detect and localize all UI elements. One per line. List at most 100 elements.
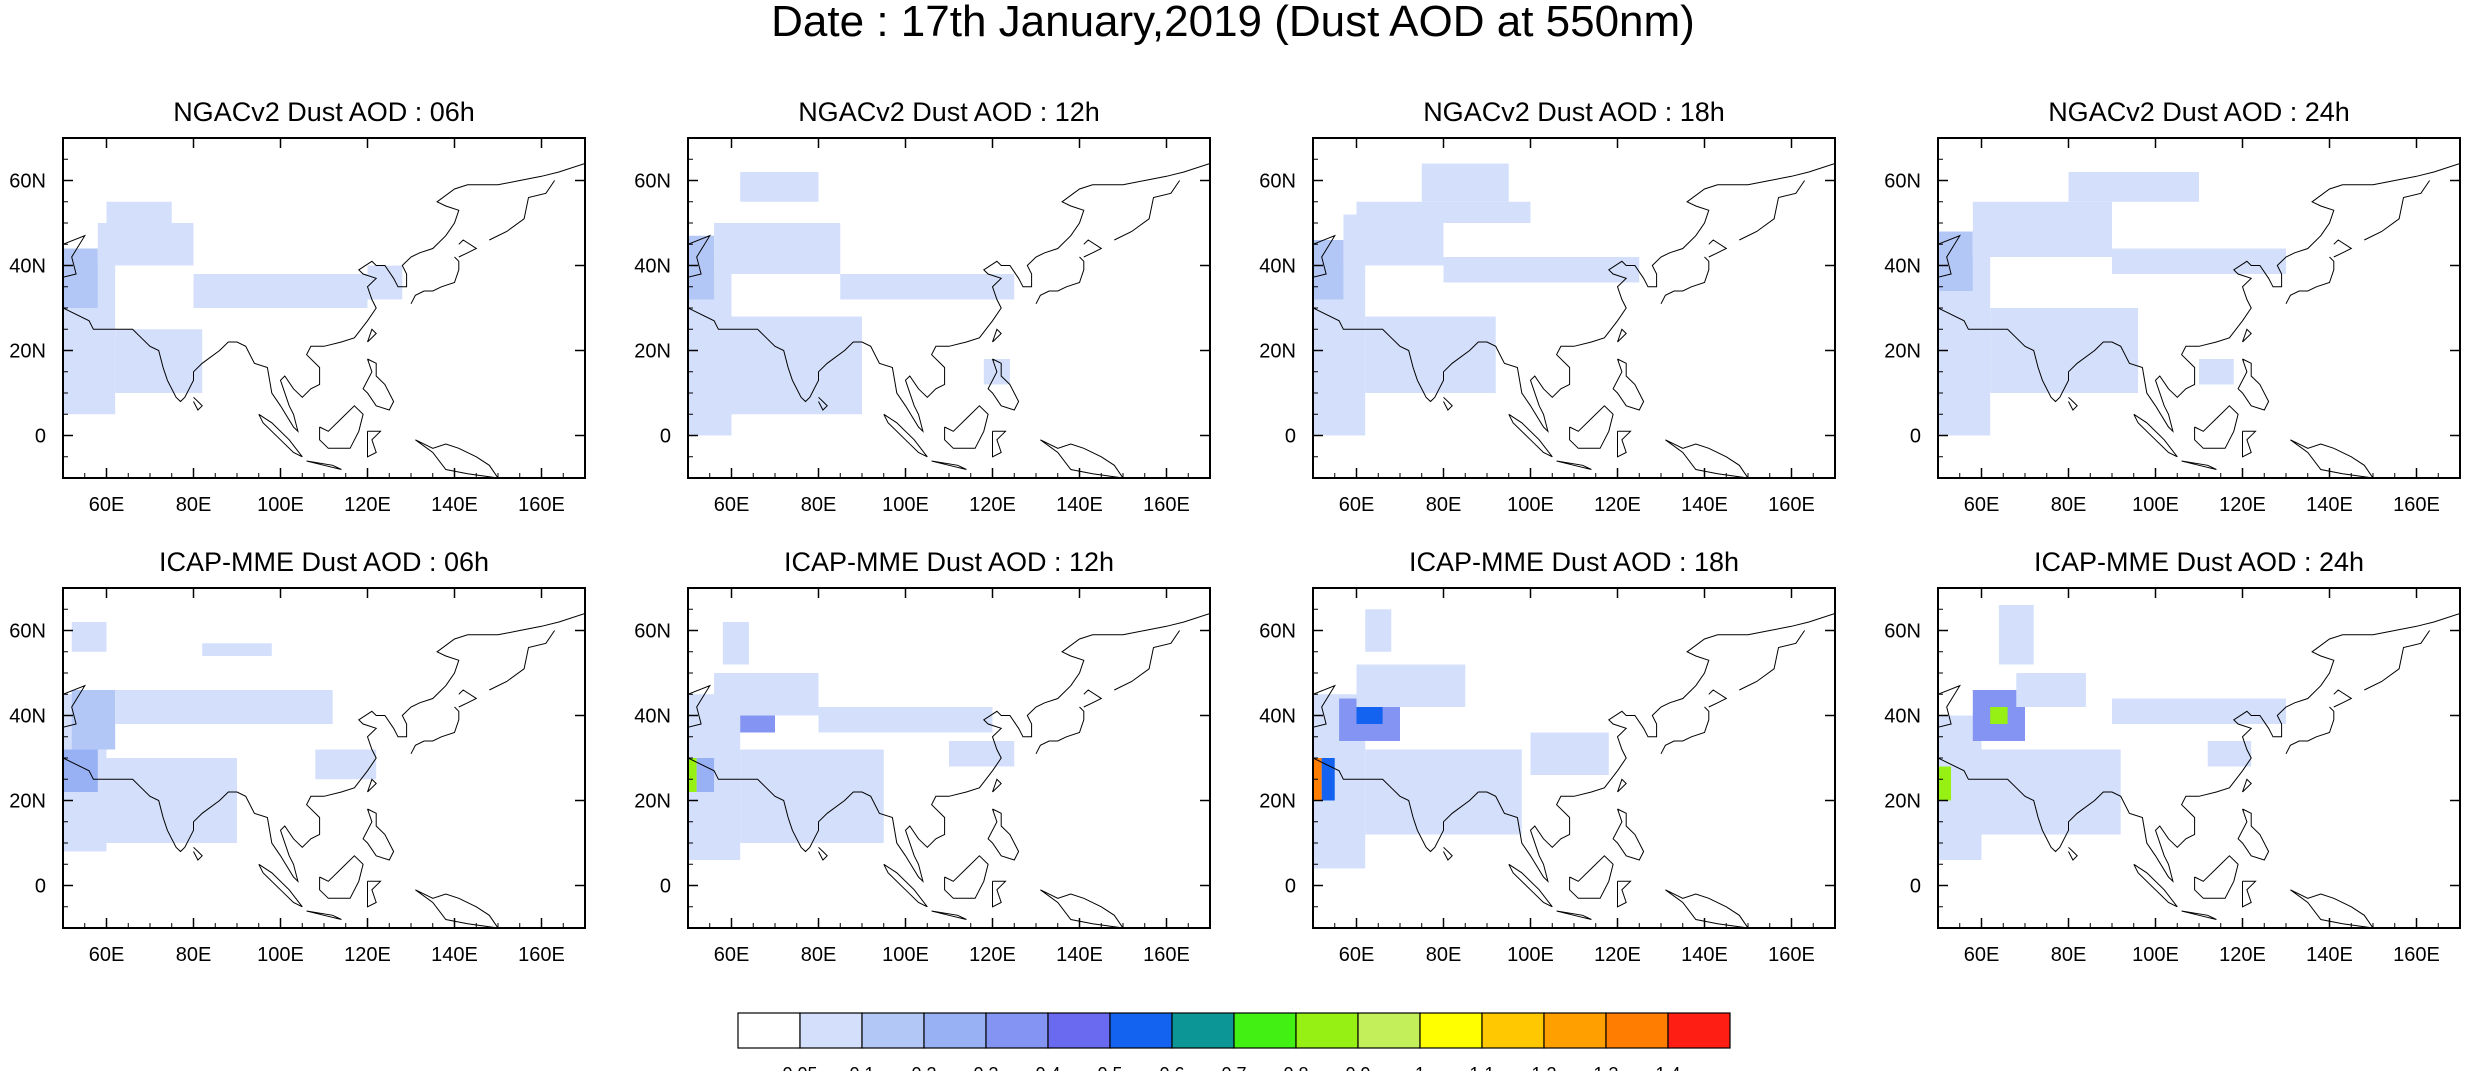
coastline bbox=[688, 163, 1210, 478]
lat-tick-label: 20N bbox=[9, 791, 46, 813]
lat-tick-label: 40N bbox=[634, 706, 671, 728]
lat-tick-label: 40N bbox=[1259, 256, 1296, 278]
lat-tick-label: 20N bbox=[634, 341, 671, 363]
dust-cell bbox=[722, 622, 749, 665]
map-panel: ICAP-MME Dust AOD : 18h 60E 80E 100E 120E 140… bbox=[1259, 547, 1836, 966]
lon-tick-label: 100E bbox=[1507, 494, 1554, 516]
lon-tick-label: 60E bbox=[1339, 494, 1375, 516]
colorbar-label: 1.4 bbox=[1655, 1064, 1680, 1071]
lat-tick-label: 60N bbox=[1884, 171, 1921, 193]
lat-tick-label: 60N bbox=[634, 171, 671, 193]
dust-cell bbox=[1365, 609, 1392, 652]
colorbar-label: 0.9 bbox=[1345, 1064, 1370, 1071]
colorbar-label: 1.3 bbox=[1593, 1064, 1618, 1071]
lat-tick-label: 0 bbox=[1910, 426, 1921, 448]
lat-tick-label: 40N bbox=[634, 256, 671, 278]
dust-cell bbox=[949, 741, 1015, 767]
dust-cell bbox=[1990, 707, 2008, 724]
lon-tick-label: 60E bbox=[89, 944, 125, 966]
lon-tick-label: 80E bbox=[801, 494, 837, 516]
map-panel: ICAP-MME Dust AOD : 12h 60E 80E 100E 120E 140… bbox=[634, 547, 1211, 966]
dust-cell bbox=[1356, 707, 1383, 724]
dust-cell bbox=[1365, 316, 1496, 393]
lat-tick-label: 60N bbox=[1259, 621, 1296, 643]
lon-tick-label: 120E bbox=[2219, 494, 2266, 516]
dust-cell bbox=[63, 749, 98, 792]
lon-tick-label: 100E bbox=[882, 944, 929, 966]
dust-cell bbox=[2199, 359, 2234, 385]
lon-tick-label: 140E bbox=[2306, 494, 2353, 516]
coastline bbox=[1938, 163, 2460, 478]
dust-field bbox=[1938, 588, 2460, 928]
colorbar-swatch bbox=[923, 1012, 987, 1049]
dust-field bbox=[688, 588, 1210, 928]
dust-cell bbox=[1443, 257, 1640, 283]
colorbar-label: 0.8 bbox=[1283, 1064, 1308, 1071]
colorbar-swatch bbox=[861, 1012, 925, 1049]
lon-tick-label: 140E bbox=[1056, 944, 1103, 966]
colorbar-swatch bbox=[737, 1012, 801, 1049]
dust-cell bbox=[2016, 673, 2086, 707]
colorbar-label: 0.05 bbox=[782, 1064, 817, 1071]
dust-cell bbox=[2112, 698, 2286, 724]
lon-tick-label: 80E bbox=[1426, 494, 1462, 516]
lat-tick-label: 0 bbox=[35, 426, 46, 448]
dust-field bbox=[1313, 138, 1835, 478]
lon-tick-label: 60E bbox=[1339, 944, 1375, 966]
lon-tick-label: 60E bbox=[89, 494, 125, 516]
dust-cell bbox=[1998, 605, 2034, 665]
colorbar-label: 0.6 bbox=[1159, 1064, 1184, 1071]
dust-cell bbox=[63, 248, 98, 308]
lat-tick-label: 0 bbox=[1910, 876, 1921, 898]
dust-cell bbox=[2112, 248, 2286, 274]
lat-tick-label: 20N bbox=[9, 341, 46, 363]
dust-cell bbox=[1972, 201, 2112, 257]
colorbar-swatch bbox=[799, 1012, 863, 1049]
dust-cell bbox=[71, 622, 107, 652]
dust-cell bbox=[740, 172, 819, 202]
lon-tick-label: 80E bbox=[176, 944, 212, 966]
lat-tick-label: 0 bbox=[1285, 426, 1296, 448]
dust-cell bbox=[106, 201, 172, 223]
lon-tick-label: 80E bbox=[801, 944, 837, 966]
colorbar-label: 0.4 bbox=[1035, 1064, 1060, 1071]
panel-title: NGACv2 Dust AOD : 24h bbox=[2048, 97, 2350, 127]
colorbar: 0.05 0.1 0.2 0.3 0.4 0.5 0.6 0.7 0.8 0.9 1 1.1 1.2 1.… bbox=[737, 1012, 1731, 1071]
dust-cell bbox=[315, 749, 377, 780]
dust-cell bbox=[1356, 664, 1466, 707]
lat-tick-label: 20N bbox=[1259, 341, 1296, 363]
coastline bbox=[63, 613, 585, 928]
lat-tick-label: 60N bbox=[1259, 171, 1296, 193]
lon-tick-label: 60E bbox=[714, 944, 750, 966]
dust-field bbox=[63, 588, 585, 928]
lon-tick-label: 160E bbox=[1768, 494, 1815, 516]
lat-tick-label: 40N bbox=[1884, 256, 1921, 278]
lon-tick-label: 160E bbox=[1143, 494, 1190, 516]
coastline bbox=[1313, 613, 1835, 928]
dust-cell bbox=[202, 643, 272, 656]
lon-tick-label: 140E bbox=[1056, 494, 1103, 516]
dust-cell bbox=[115, 329, 203, 393]
lon-tick-label: 80E bbox=[176, 494, 212, 516]
colorbar-swatch bbox=[1605, 1012, 1669, 1049]
colorbar-label: 1 bbox=[1415, 1064, 1425, 1071]
lon-tick-label: 120E bbox=[969, 944, 1016, 966]
colorbar-swatch bbox=[1171, 1012, 1235, 1049]
dust-cell bbox=[1990, 308, 2139, 393]
dust-cell bbox=[740, 749, 884, 843]
lon-tick-label: 120E bbox=[969, 494, 1016, 516]
dust-cell bbox=[1365, 749, 1522, 835]
lat-tick-label: 60N bbox=[9, 621, 46, 643]
lon-tick-label: 120E bbox=[1594, 944, 1641, 966]
lon-tick-label: 100E bbox=[257, 494, 304, 516]
dust-cell bbox=[106, 758, 237, 843]
panel-title: ICAP-MME Dust AOD : 12h bbox=[784, 547, 1114, 577]
panel-title: NGACv2 Dust AOD : 12h bbox=[798, 97, 1100, 127]
dust-cell bbox=[696, 758, 715, 792]
map-panel: NGACv2 Dust AOD : 06h 60E 80E 100E 120E 140E 1… bbox=[9, 97, 586, 516]
dust-cell bbox=[1981, 749, 2121, 835]
panel-title: NGACv2 Dust AOD : 06h bbox=[173, 97, 475, 127]
colorbar-label: 0.3 bbox=[973, 1064, 998, 1071]
colorbar-swatch bbox=[1543, 1012, 1607, 1049]
